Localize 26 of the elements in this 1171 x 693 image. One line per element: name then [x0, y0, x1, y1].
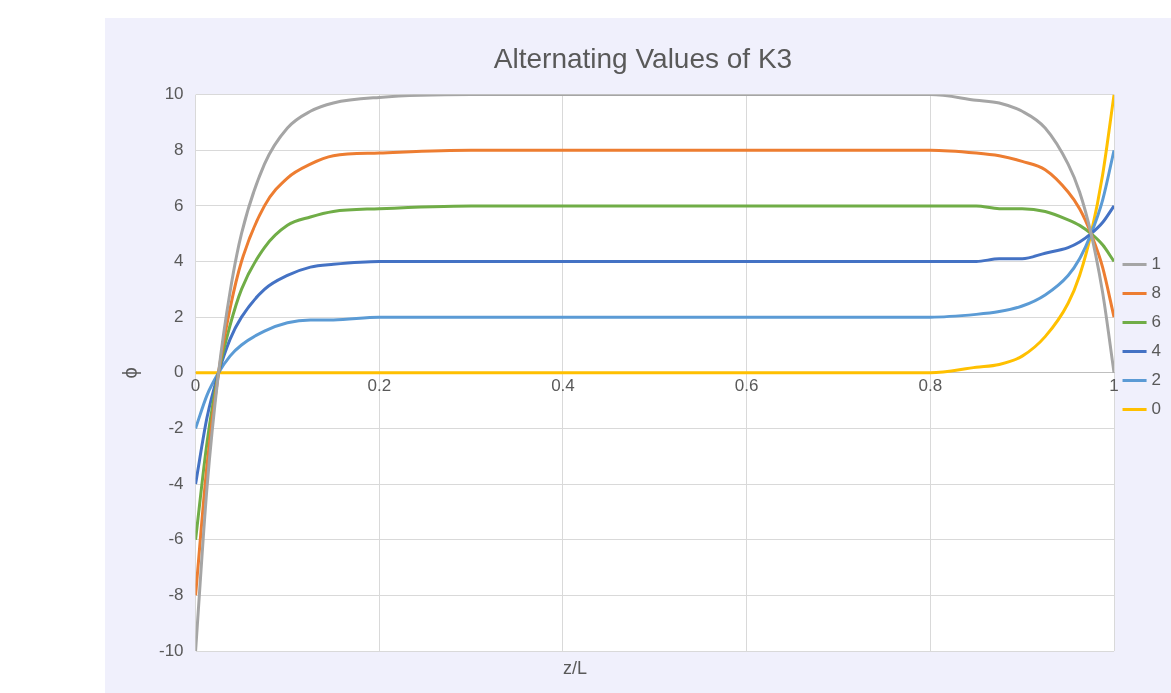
- y-tick-label: 8: [174, 139, 184, 159]
- y-tick-label: -2: [168, 418, 184, 438]
- y-tick-label: 2: [174, 306, 184, 326]
- y-tick-label: -10: [158, 640, 184, 660]
- x-tick-label: 0.4: [551, 375, 575, 395]
- x-axis-title: z/L: [562, 658, 588, 679]
- y-tick-label: 0: [174, 362, 184, 382]
- x-tick-label: 0: [190, 375, 201, 395]
- x-tick-label: 1: [1109, 375, 1119, 395]
- y-tick-label: -6: [168, 529, 184, 549]
- legend-label: 6: [1151, 312, 1162, 332]
- y-tick-label: 4: [174, 251, 184, 271]
- y-tick-label: -4: [168, 473, 184, 493]
- legend-label: 0: [1151, 399, 1162, 419]
- y-tick-label: 10: [164, 84, 184, 104]
- x-tick-label: 0.6: [734, 375, 759, 395]
- y-tick-label: -8: [168, 585, 184, 605]
- legend-label: 4: [1151, 341, 1162, 361]
- x-tick-label: 0.2: [367, 375, 392, 395]
- chart-title: Alternating Values of K3: [493, 42, 793, 74]
- y-tick-label: 6: [174, 195, 184, 215]
- legend-label: 2: [1151, 370, 1162, 390]
- y-axis-title: ϕ: [118, 367, 141, 379]
- legend-label: 1: [1151, 254, 1162, 274]
- legend-label: 8: [1151, 283, 1162, 303]
- x-tick-label: 0.8: [918, 375, 943, 395]
